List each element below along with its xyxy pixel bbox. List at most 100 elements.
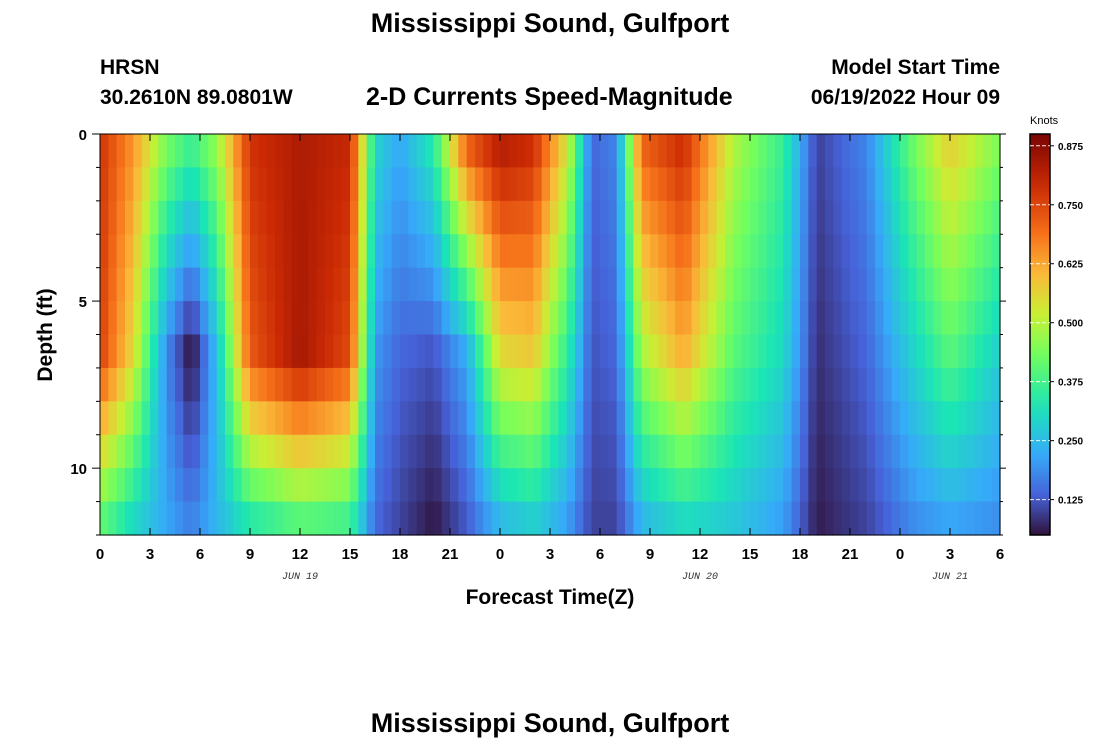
- heatmap-cell: [908, 334, 918, 369]
- heatmap-cell: [983, 367, 993, 402]
- heatmap-cell: [741, 501, 751, 536]
- heatmap-cell: [408, 301, 418, 336]
- heatmap-cell: [916, 301, 926, 336]
- heatmap-cell: [716, 301, 726, 336]
- heatmap-cell: [291, 234, 301, 269]
- heatmap-cell: [766, 267, 776, 302]
- heatmap-cell: [300, 167, 309, 202]
- heatmap-cell: [158, 267, 168, 302]
- heatmap-cell: [716, 167, 726, 202]
- heatmap-cell: [533, 200, 543, 235]
- heatmap-cell: [708, 200, 718, 235]
- heatmap-cell: [600, 367, 609, 402]
- heatmap-cell: [425, 301, 434, 336]
- heatmap-cell: [141, 234, 151, 269]
- heatmap-cell: [833, 301, 843, 336]
- heatmap-cell: [175, 401, 184, 436]
- heatmap-cell: [808, 501, 818, 536]
- heatmap-cell: [733, 134, 743, 169]
- heatmap-cell: [658, 301, 668, 336]
- heatmap-cell: [383, 367, 393, 402]
- heatmap-cell: [491, 234, 501, 269]
- heatmap-cell: [908, 367, 918, 402]
- heatmap-cell: [666, 200, 676, 235]
- heatmap-cell: [691, 267, 701, 302]
- heatmap-cell: [791, 167, 801, 202]
- heatmap-cell: [758, 134, 768, 169]
- heatmap-cell: [483, 334, 493, 369]
- heatmap-cell: [925, 200, 934, 235]
- heatmap-cell: [691, 234, 701, 269]
- heatmap-cell: [516, 167, 526, 202]
- heatmap-cell: [633, 134, 643, 169]
- heatmap-cell: [766, 301, 776, 336]
- heatmap-cell: [291, 367, 301, 402]
- heatmap-cell: [916, 234, 926, 269]
- colorbar-tick-label: 0.500: [1058, 319, 1083, 330]
- heatmap-cell: [841, 301, 851, 336]
- heatmap-cell: [866, 134, 876, 169]
- heatmap-cell: [966, 468, 976, 503]
- heatmap-cell: [883, 267, 893, 302]
- heatmap-cell: [675, 301, 684, 336]
- heatmap-cell: [950, 200, 959, 235]
- heatmap-cell: [166, 501, 176, 536]
- heatmap-cell: [816, 434, 826, 469]
- heatmap-cell: [591, 501, 601, 536]
- heatmap-cell: [808, 401, 818, 436]
- heatmap-cell: [850, 501, 859, 536]
- heatmap-cell: [933, 167, 943, 202]
- heatmap-cell: [116, 434, 126, 469]
- heatmap-cell: [283, 334, 293, 369]
- heatmap-cell: [708, 334, 718, 369]
- heatmap-cell: [400, 234, 409, 269]
- heatmap-cell: [441, 234, 451, 269]
- heatmap-cell: [891, 501, 901, 536]
- heatmap-cell: [625, 167, 634, 202]
- heatmap-cell: [750, 200, 759, 235]
- heatmap-cell: [575, 301, 584, 336]
- heatmap-cell: [933, 434, 943, 469]
- heatmap-cell: [391, 367, 401, 402]
- heatmap-cell: [916, 334, 926, 369]
- heatmap-cell: [500, 367, 509, 402]
- heatmap-cell: [500, 134, 509, 169]
- heatmap-cell: [491, 367, 501, 402]
- heatmap-cell: [658, 468, 668, 503]
- heatmap-cell: [541, 401, 551, 436]
- heatmap-cell: [791, 200, 801, 235]
- heatmap-cell: [391, 200, 401, 235]
- heatmap-cell: [316, 167, 326, 202]
- heatmap-cell: [508, 267, 518, 302]
- heatmap-cell: [141, 468, 151, 503]
- heatmap-cell: [991, 501, 1001, 536]
- heatmap-cell: [166, 134, 176, 169]
- heatmap-cell: [483, 401, 493, 436]
- heatmap-cell: [791, 367, 801, 402]
- heatmap-cell: [700, 501, 709, 536]
- heatmap-cell: [300, 134, 309, 169]
- heatmap-cell: [533, 434, 543, 469]
- heatmap-cell: [866, 367, 876, 402]
- heatmap-cell: [983, 167, 993, 202]
- heatmap-cell: [583, 267, 593, 302]
- heatmap-cell: [333, 134, 343, 169]
- heatmap-cell: [383, 301, 393, 336]
- heatmap-cell: [641, 234, 651, 269]
- heatmap-cell: [133, 468, 143, 503]
- heatmap-cell: [708, 301, 718, 336]
- heatmap-cell: [650, 301, 659, 336]
- heatmap-cell: [683, 200, 693, 235]
- colorbar: Knots 0.125 0.250 0.375 0.500 0.625 0.750 0.87…: [1029, 115, 1083, 536]
- heatmap-cell: [416, 167, 426, 202]
- heatmap-cell: [358, 267, 368, 302]
- heatmap-cell: [325, 200, 334, 235]
- heatmap-cell: [175, 367, 184, 402]
- heatmap-cell: [375, 434, 384, 469]
- heatmap-cell: [975, 434, 984, 469]
- heatmap-cell: [133, 234, 143, 269]
- heatmap-cell: [275, 167, 284, 202]
- heatmap-cell: [758, 200, 768, 235]
- heatmap-cell: [958, 401, 968, 436]
- heatmap-cell: [408, 200, 418, 235]
